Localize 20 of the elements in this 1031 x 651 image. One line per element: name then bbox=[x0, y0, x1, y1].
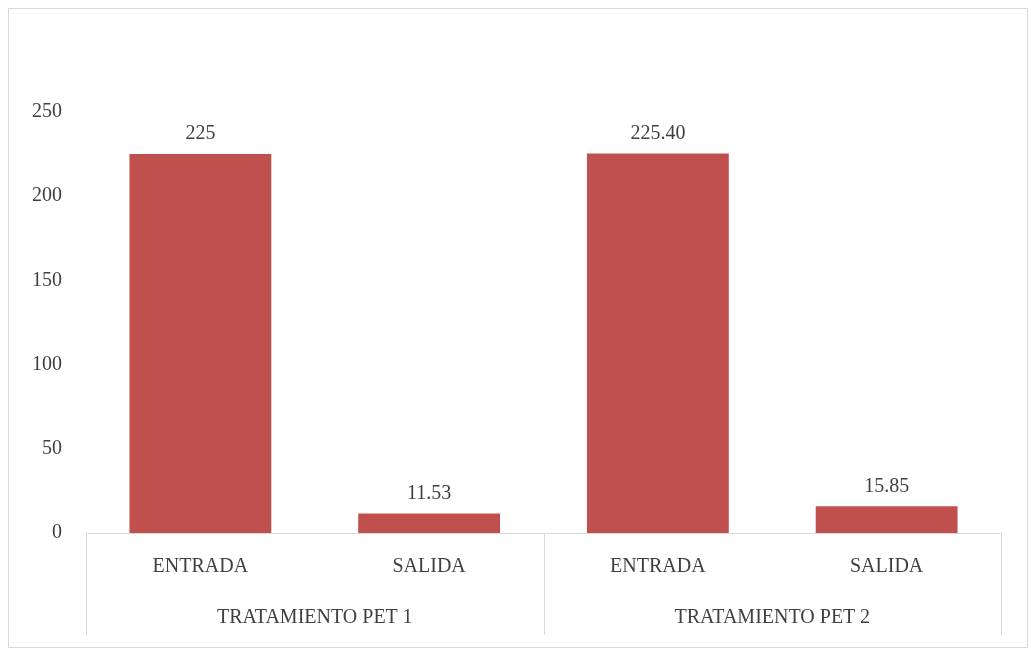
data-label: 15.85 bbox=[864, 473, 910, 496]
y-tick-label: 200 bbox=[32, 183, 62, 206]
x-tick-label: ENTRADA bbox=[152, 554, 249, 577]
bar bbox=[358, 513, 501, 533]
y-tick-label: 250 bbox=[32, 99, 62, 122]
x-tick-label: SALIDA bbox=[392, 554, 467, 577]
y-tick-label: 50 bbox=[42, 436, 62, 459]
text: TRATAMIENTO PET 1 bbox=[217, 605, 413, 628]
bar bbox=[129, 154, 272, 533]
bar bbox=[815, 506, 958, 533]
y-tick-label: 100 bbox=[32, 351, 62, 374]
x-tick-label: SALIDA bbox=[849, 554, 924, 577]
data-label: 225.40 bbox=[630, 120, 686, 143]
data-label: 225 bbox=[185, 121, 216, 144]
y-tick-label: 0 bbox=[52, 520, 62, 543]
data-label: 11.53 bbox=[406, 480, 452, 503]
bar bbox=[586, 153, 729, 533]
x-tick-label: ENTRADA bbox=[610, 554, 707, 577]
text: TRATAMIENTO PET 2 bbox=[674, 605, 870, 628]
y-tick-label: 150 bbox=[32, 267, 62, 290]
